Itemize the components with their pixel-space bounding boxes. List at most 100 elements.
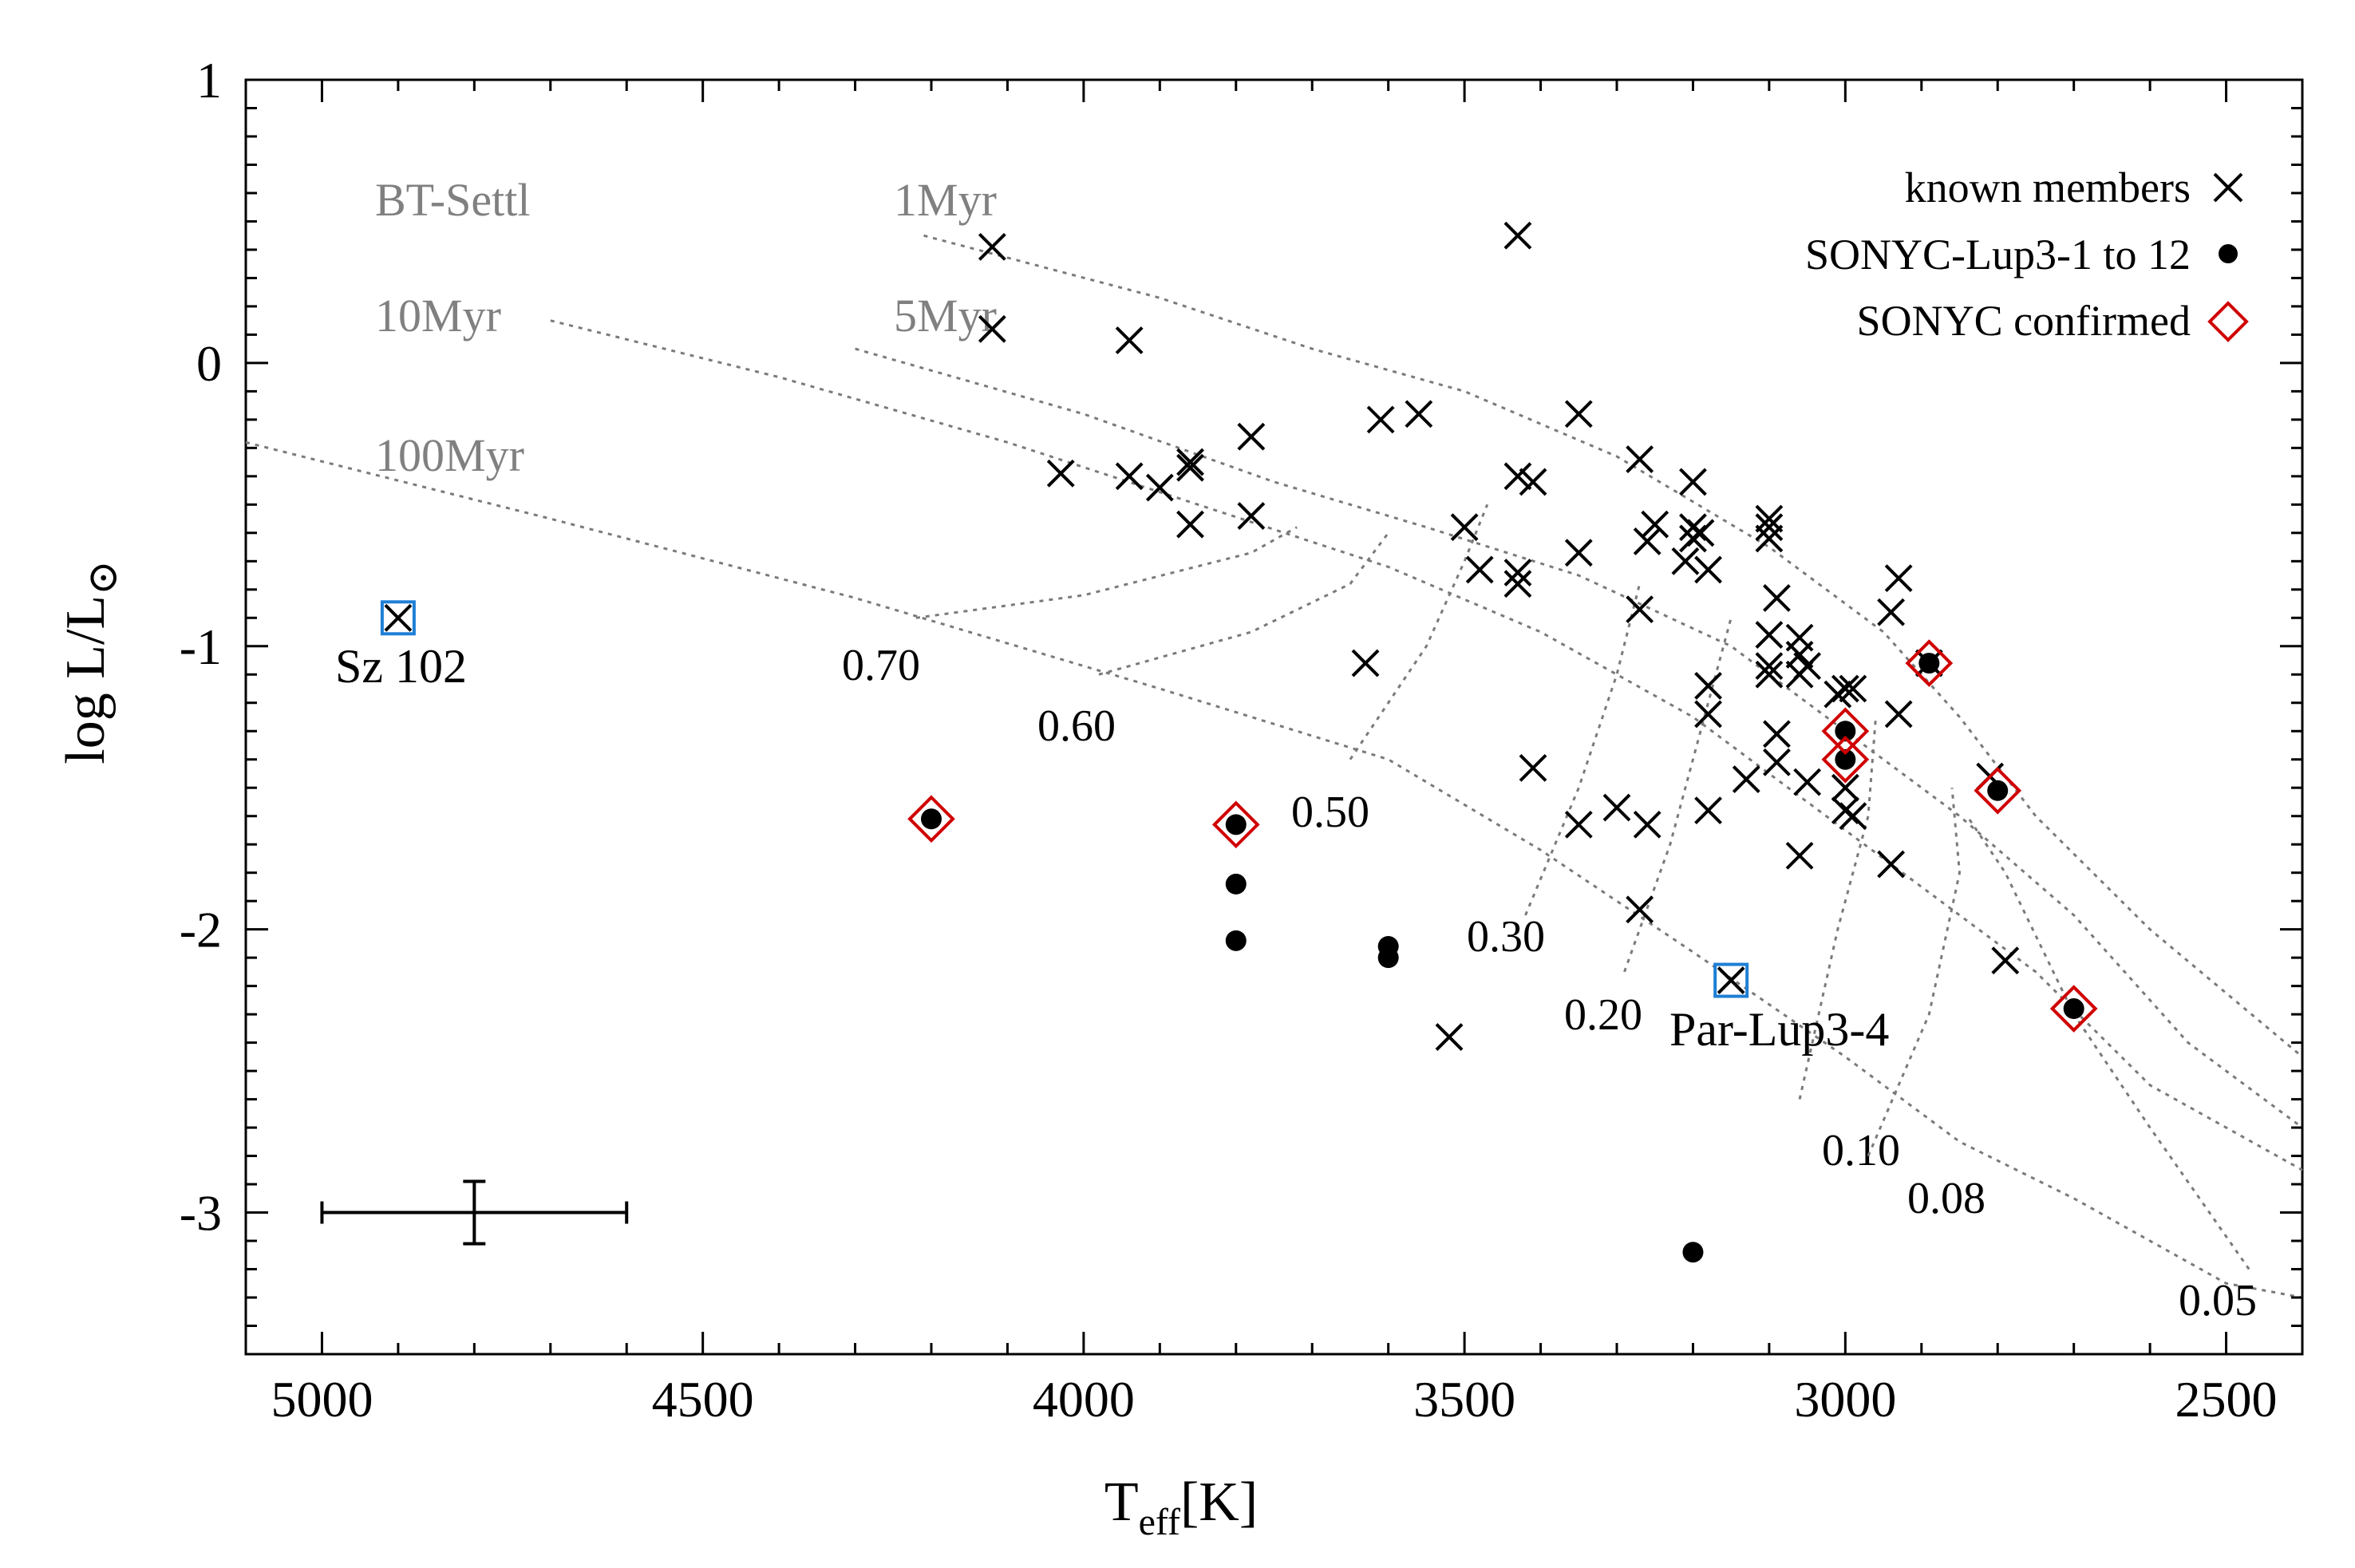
mass-track-label: 0.20 [1564,990,1642,1040]
sonyc-confirmed-point [1821,707,1870,756]
known-member-point [1763,720,1791,748]
mass-track-0.20 [1623,617,1733,973]
known-member-point [1839,802,1867,831]
sonyc-candidate-point [1987,780,2009,801]
known-member-point [1633,527,1662,555]
x-tick-label: 4500 [652,1371,754,1428]
known-member-point [1519,468,1547,496]
sonyc-confirmed-point [1821,735,1870,784]
isochrone-5Myr [855,347,2303,1129]
mass-track-0.70 [915,526,1298,619]
y-tick-label: 0 [196,335,222,392]
legend-cross-icon [2213,172,2243,203]
legend-label-sonyc-confirmed: SONYC confirmed [1857,297,2191,345]
isochrone-10Myr [550,319,2303,1171]
mass-track-0.30 [1524,583,1642,916]
mass-track-label: 0.08 [1907,1174,1986,1223]
known-member-point [978,232,1006,261]
known-member-point [1176,448,1204,476]
sonyc-candidate-point [1225,814,1247,835]
known-member-point [1884,700,1913,729]
mass-tracks: 0.70 0.60 0.50 0.30 0.20 0.100.08 0.05 [842,504,2257,1325]
known-member-point [1763,748,1791,776]
known-member-point [1503,221,1532,250]
known-member-point [1115,326,1144,354]
known-member-point [1465,555,1494,584]
known-member-point [1626,595,1654,624]
known-member-point [1602,793,1631,822]
known-member-point [1366,405,1395,434]
known-member-point [1450,513,1479,542]
known-member-point [1503,559,1532,587]
model-label: BT-Settl [375,174,530,226]
x-tick-label: 5000 [271,1371,373,1428]
known-member-point [1793,768,1822,796]
mass-track-label: 0.50 [1291,788,1369,837]
known-member-point [1694,672,1722,700]
known-member-point [1755,504,1784,533]
isochrone-label: 100Myr [375,429,524,481]
known-member-point [1626,895,1654,924]
known-member-point [1877,850,1906,879]
x-axis-label: Teff[K] [1104,1471,1258,1543]
known-member-point [1884,564,1913,593]
mass-track-label: 0.05 [2179,1276,2257,1325]
x-tick-label: 3000 [1794,1371,1896,1428]
mass-track-label: 0.30 [1467,912,1545,962]
sonyc-candidate-point [1918,653,1940,674]
y-tick-label: -2 [180,902,222,958]
legend-diamond-icon [2207,301,2249,342]
known-member-point [1831,773,1859,802]
known-member-point [1824,680,1852,709]
y-tick-label: -1 [180,618,222,675]
sonyc-candidate-point [1225,930,1247,951]
y-tick-label: 1 [196,52,222,109]
known-member-point [1564,810,1593,839]
known-member-point [1351,649,1380,677]
data-points [320,221,2098,1263]
sonyc-candidate-point [921,808,942,830]
known-member-point [1755,621,1784,649]
sonyc-candidate-point [1225,873,1247,895]
mass-track-0.50 [1349,504,1489,760]
known-member-point [1435,1023,1464,1051]
known-member-point [1145,473,1174,502]
known-member-point [1755,513,1784,542]
known-member-point [1046,459,1075,488]
known-member-point [1503,462,1532,491]
known-member-point [1679,468,1707,496]
isochrone-label: 10Myr [375,290,501,342]
known-member-point [1694,700,1722,729]
known-member-point [1405,400,1433,429]
error-bar [320,1179,629,1246]
mass-track-0.05 [1966,815,2250,1270]
known-member-point [1633,810,1662,839]
known-member-point [1115,462,1144,491]
mass-track-label: 0.60 [1037,701,1116,751]
legend: known members SONYC-Lup3-1 to 12 SONYC c… [1805,164,2249,345]
legend-label-known-members: known members [1905,164,2191,211]
x-tick-label: 4000 [1033,1371,1135,1428]
known-member-point [1732,765,1760,793]
axes: 5000 4500 4000 3500 3000 2500 1 0 -1 -2 -3 [180,52,2304,1428]
known-member-point [1237,422,1266,451]
sonyc-candidate-point [1377,947,1399,969]
sonyc-candidate-point [1835,748,1856,770]
isochrone-100Myr [245,440,2303,1299]
known-member-point [1686,519,1715,547]
y-axis-label: log L/L⊙ [55,560,126,764]
par-lup3-4-label: Par-Lup3-4 [1669,1003,1889,1056]
mass-track-label: 0.70 [842,641,920,690]
legend-dot-icon [2219,244,2238,263]
plot-frame [244,78,2304,1356]
known-member-point [384,603,413,632]
known-member-point [1763,584,1791,612]
highlight-box [1713,962,1749,998]
known-member-point [1755,652,1784,681]
known-member-point [1237,502,1266,530]
legend-label-sonyc-candidates: SONYC-Lup3-1 to 12 [1805,231,2191,278]
sonyc-confirmed-point [1974,766,2022,815]
sonyc-candidate-point [1682,1242,1704,1263]
known-member-point [1877,598,1906,626]
